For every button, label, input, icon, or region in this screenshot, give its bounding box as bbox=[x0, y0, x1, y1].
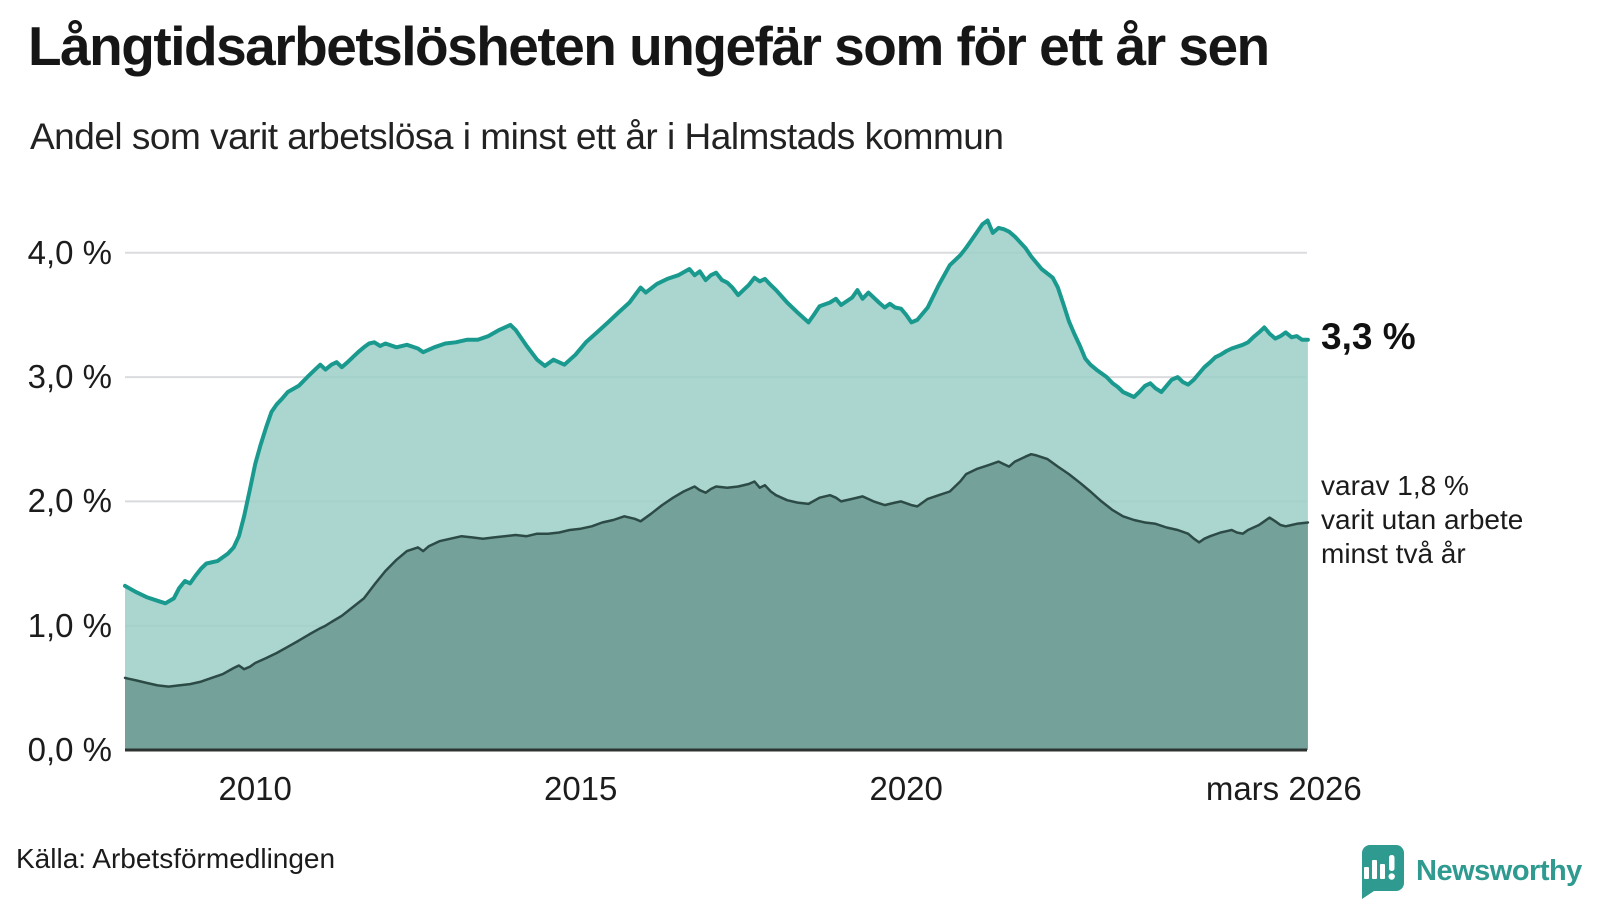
x-axis-tick-label: 2020 bbox=[869, 770, 943, 807]
bar-icon bbox=[1364, 867, 1369, 879]
y-axis-tick-label: 0,0 % bbox=[27, 731, 112, 768]
y-axis-tick-label: 2,0 % bbox=[27, 482, 112, 520]
bar-icon bbox=[1380, 864, 1385, 879]
exclamation-icon bbox=[1389, 855, 1395, 871]
exclamation-dot-icon bbox=[1388, 873, 1395, 880]
secondary-annotation-line: varav 1,8 % bbox=[1321, 470, 1469, 501]
newsworthy-icon bbox=[1362, 845, 1404, 899]
secondary-annotation-line: minst två år bbox=[1321, 538, 1466, 569]
y-axis-tick-label: 3,0 % bbox=[27, 358, 112, 396]
y-axis-tick-label: 1,0 % bbox=[27, 606, 112, 644]
page-subtitle: Andel som varit arbetslösa i minst ett å… bbox=[30, 116, 1004, 157]
area-fill-1 bbox=[125, 454, 1308, 750]
series-line-0 bbox=[123, 218, 1310, 606]
secondary-annotation-line: varit utan arbete bbox=[1321, 504, 1524, 535]
page-title: Långtidsarbetslösheten ungefär som för e… bbox=[28, 15, 1270, 77]
y-axis-tick-label: 4,0 % bbox=[27, 233, 112, 271]
source-caption: Källa: Arbetsförmedlingen bbox=[16, 843, 336, 874]
series-line-1 bbox=[123, 452, 1310, 688]
x-axis-tick-label: 2010 bbox=[218, 770, 292, 807]
secondary-value-annotation: varav 1,8 % varit utan arbete minst två … bbox=[1321, 469, 1523, 571]
bar-icon bbox=[1372, 860, 1377, 879]
brand-text: Newsworthy bbox=[1416, 854, 1582, 887]
latest-value-annotation: 3,3 % bbox=[1321, 316, 1416, 357]
x-axis-tick-label: 2015 bbox=[543, 770, 618, 807]
x-axis-tick-label: mars 2026 bbox=[1205, 770, 1362, 807]
brand-logo: Newsworthy bbox=[1352, 843, 1582, 899]
